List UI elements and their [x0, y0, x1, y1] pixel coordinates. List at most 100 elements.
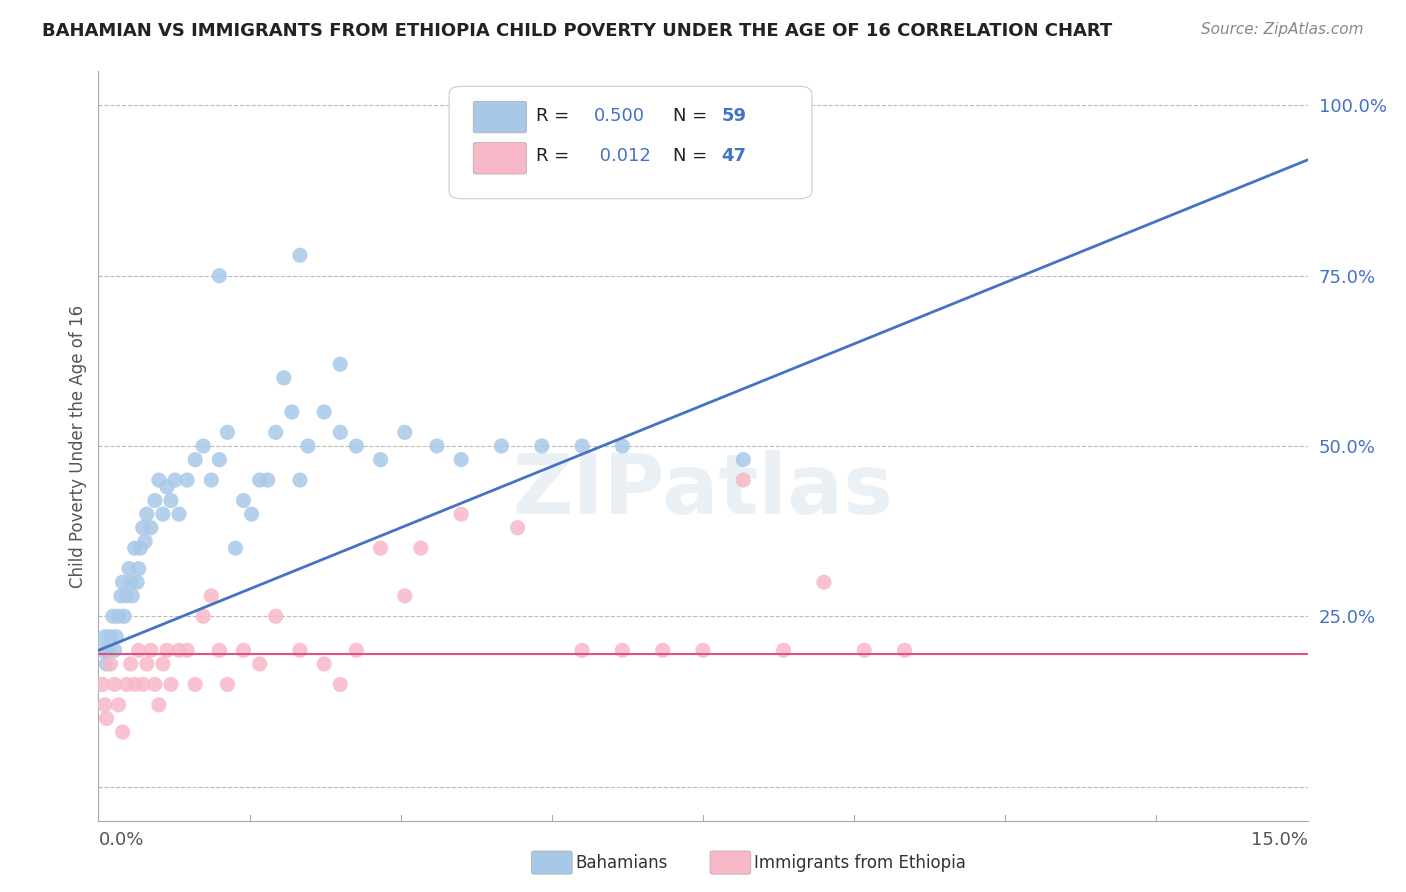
- Point: [160, 677, 183, 691]
- Text: Bahamians: Bahamians: [575, 854, 668, 871]
- Point: [314, 405, 336, 419]
- Text: R =: R =: [536, 147, 575, 165]
- Text: ZIPatlas: ZIPatlas: [513, 450, 893, 532]
- Point: [103, 643, 125, 657]
- Point: [288, 473, 311, 487]
- Point: [94, 698, 117, 712]
- Point: [96, 711, 118, 725]
- FancyBboxPatch shape: [449, 87, 811, 199]
- Point: [163, 473, 186, 487]
- Point: [120, 575, 142, 590]
- Point: [124, 541, 146, 556]
- Point: [100, 630, 122, 644]
- Point: [217, 677, 239, 691]
- Point: [370, 452, 392, 467]
- Point: [264, 425, 287, 440]
- Point: [129, 541, 152, 556]
- Point: [893, 643, 915, 657]
- Point: [394, 425, 416, 440]
- Point: [152, 507, 174, 521]
- Point: [128, 561, 150, 575]
- Point: [612, 439, 634, 453]
- Point: [193, 609, 215, 624]
- Point: [152, 657, 174, 671]
- Point: [288, 643, 311, 657]
- Point: [240, 507, 263, 521]
- Point: [733, 473, 755, 487]
- Point: [409, 541, 432, 556]
- Point: [344, 643, 367, 657]
- Text: 0.012: 0.012: [595, 147, 651, 165]
- Text: N =: N =: [672, 147, 713, 165]
- Point: [160, 493, 183, 508]
- Text: 47: 47: [721, 147, 747, 165]
- Point: [224, 541, 246, 556]
- Point: [127, 575, 149, 590]
- Point: [143, 493, 166, 508]
- Point: [184, 452, 207, 467]
- Point: [426, 439, 449, 453]
- Point: [121, 589, 143, 603]
- Text: Immigrants from Ethiopia: Immigrants from Ethiopia: [754, 854, 966, 871]
- Point: [249, 657, 271, 671]
- Point: [143, 677, 166, 691]
- Point: [200, 473, 222, 487]
- Point: [370, 541, 392, 556]
- Point: [208, 643, 231, 657]
- Point: [394, 589, 416, 603]
- Point: [571, 643, 593, 657]
- Point: [692, 643, 714, 657]
- Text: Source: ZipAtlas.com: Source: ZipAtlas.com: [1201, 22, 1364, 37]
- Point: [176, 643, 198, 657]
- Point: [232, 643, 254, 657]
- Point: [772, 643, 794, 657]
- Point: [506, 521, 529, 535]
- Point: [105, 630, 128, 644]
- Point: [651, 643, 673, 657]
- Point: [91, 677, 114, 691]
- Point: [288, 248, 311, 262]
- Point: [100, 657, 122, 671]
- Point: [115, 589, 138, 603]
- Point: [176, 473, 198, 487]
- Point: [612, 643, 634, 657]
- Point: [128, 643, 150, 657]
- Point: [112, 609, 135, 624]
- Point: [118, 561, 141, 575]
- Point: [167, 643, 190, 657]
- Point: [139, 521, 162, 535]
- Text: 0.0%: 0.0%: [98, 830, 143, 849]
- Point: [135, 657, 157, 671]
- Text: N =: N =: [672, 107, 713, 125]
- Point: [156, 480, 179, 494]
- Point: [571, 439, 593, 453]
- Point: [167, 507, 190, 521]
- Point: [193, 439, 215, 453]
- Point: [853, 643, 876, 657]
- Text: R =: R =: [536, 107, 575, 125]
- Point: [96, 657, 118, 671]
- Point: [249, 473, 271, 487]
- Point: [232, 493, 254, 508]
- Point: [733, 452, 755, 467]
- Point: [132, 677, 155, 691]
- Point: [281, 405, 304, 419]
- Y-axis label: Child Poverty Under the Age of 16: Child Poverty Under the Age of 16: [69, 304, 87, 588]
- Point: [148, 473, 170, 487]
- Point: [297, 439, 319, 453]
- Point: [264, 609, 287, 624]
- Point: [184, 677, 207, 691]
- Point: [450, 452, 472, 467]
- Point: [344, 439, 367, 453]
- Point: [111, 575, 134, 590]
- Point: [91, 643, 114, 657]
- Point: [115, 677, 138, 691]
- Text: 15.0%: 15.0%: [1250, 830, 1308, 849]
- Point: [314, 657, 336, 671]
- Point: [124, 677, 146, 691]
- Text: BAHAMIAN VS IMMIGRANTS FROM ETHIOPIA CHILD POVERTY UNDER THE AGE OF 16 CORRELATI: BAHAMIAN VS IMMIGRANTS FROM ETHIOPIA CHI…: [42, 22, 1112, 40]
- Point: [256, 473, 278, 487]
- Point: [135, 507, 157, 521]
- Point: [813, 575, 835, 590]
- Point: [101, 609, 124, 624]
